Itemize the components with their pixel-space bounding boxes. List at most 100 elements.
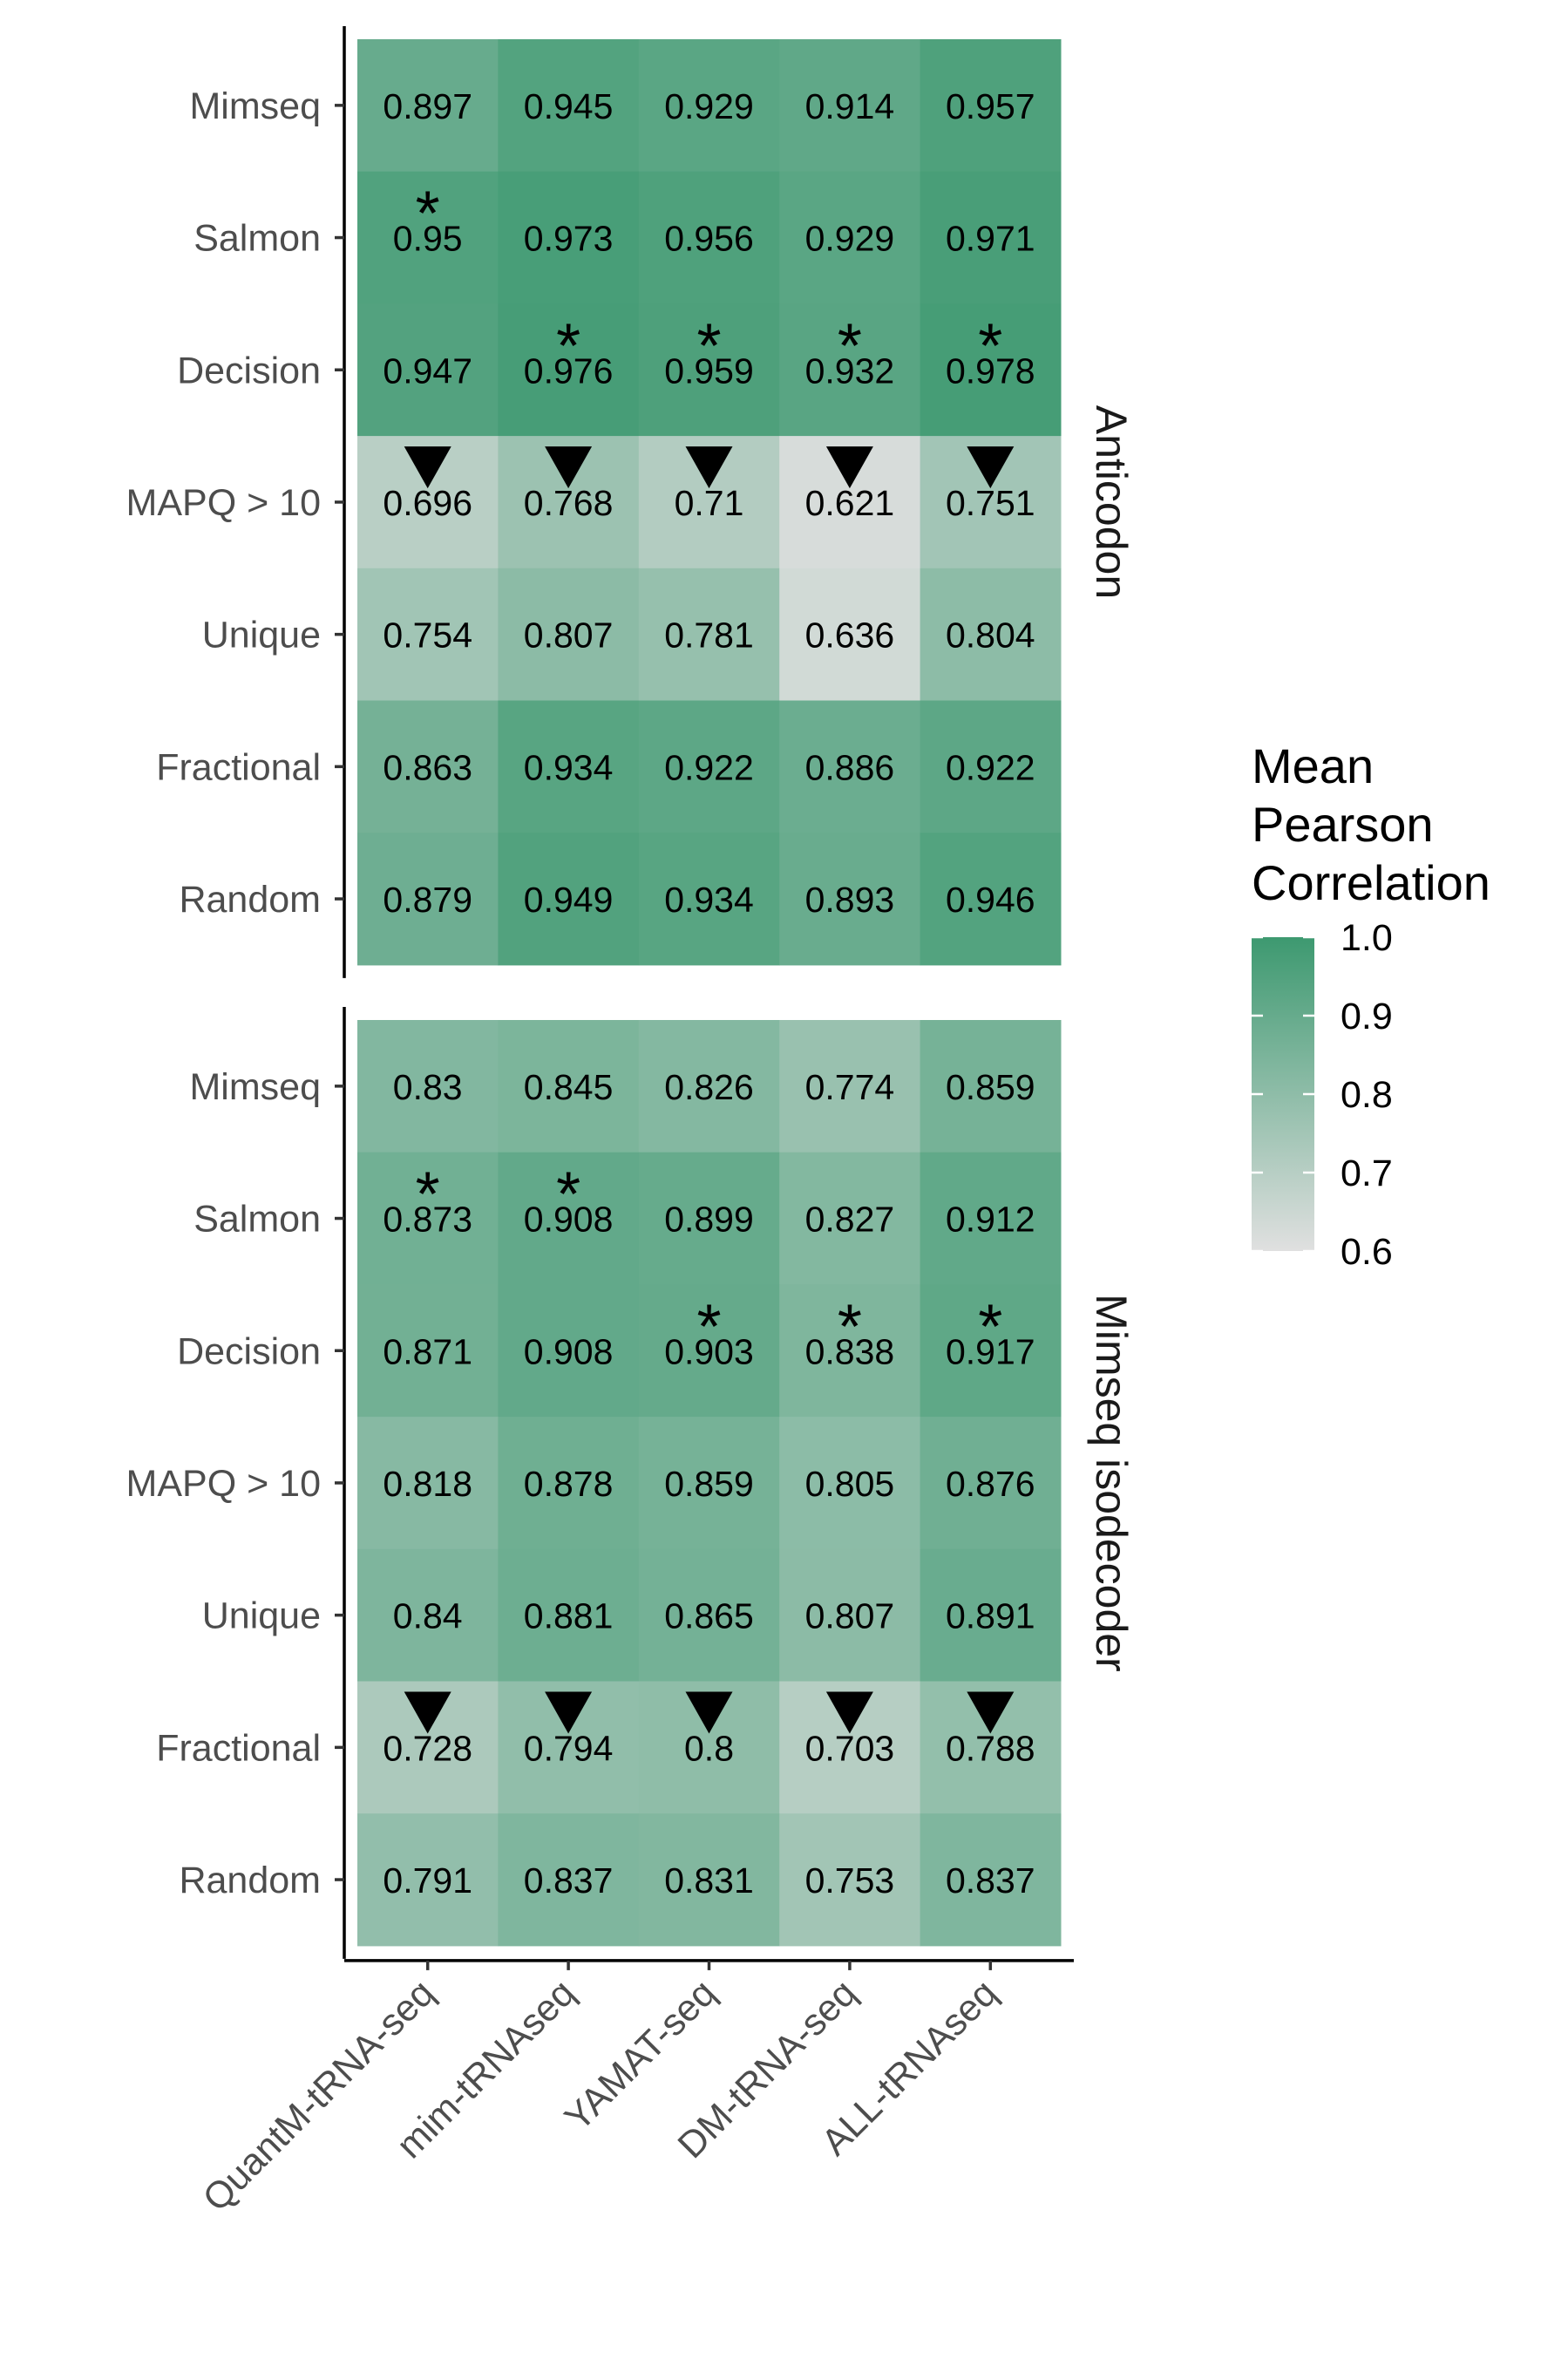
heatmap-cell [498,1548,640,1682]
heatmap-cell [357,700,499,833]
heatmap-cell [638,1813,780,1947]
cell-value-label: 0.879 [383,880,472,920]
down-triangle-marker [825,446,873,489]
cell-value-label: 0.859 [664,1464,754,1504]
x-axis: QuantM-tRNA-seqmim-tRNAseqYAMAT-seqDM-tR… [195,1959,1074,2220]
heatmap-cell [498,1020,640,1153]
heatmap-cell [498,833,640,966]
cell-value-label: 0.956 [664,219,754,259]
cell-value-label: 0.908 [524,1331,614,1371]
heatmap-cell [920,1813,1062,1947]
cell-value-label: 0.71 [675,483,744,523]
cell-value-label: 0.781 [664,615,754,656]
cell-value-label: 0.881 [524,1596,614,1636]
heatmap-cell [498,303,640,437]
y-axis-tick-label: Random [179,879,321,921]
cell-value-label: 0.83 [393,1067,463,1107]
heatmap-cell [357,39,499,173]
y-axis-tick-label: Random [179,1860,321,1901]
heatmap-cell [357,303,499,437]
cell-value-label: 0.838 [805,1331,895,1371]
heatmap-cell [638,303,780,437]
heatmap-cell [357,1813,499,1947]
heatmap-cell [498,171,640,304]
heatmap-cell [920,700,1062,833]
cell-value-label: 0.621 [805,483,895,523]
down-triangle-marker [404,1691,451,1734]
legend-tick-label: 0.6 [1341,1231,1393,1273]
cell-value-label: 0.788 [946,1728,1035,1768]
heatmap-cell [779,303,921,437]
cell-value-label: 0.863 [383,747,472,787]
cell-value-label: 0.805 [805,1464,895,1504]
heatmap-cell [498,1284,640,1418]
down-triangle-marker [545,446,593,489]
cell-value-label: 0.897 [383,86,472,126]
cell-value-label: 0.728 [383,1728,472,1768]
cell-value-label: 0.636 [805,615,895,656]
y-axis-tick-label: MAPQ > 10 [126,482,321,524]
cell-value-label: 0.768 [524,483,614,523]
y-axis-tick-label: Unique [202,615,321,656]
cell-value-label: 0.859 [946,1067,1035,1107]
cell-value-label: 0.886 [805,747,895,787]
cell-value-label: 0.971 [946,219,1035,259]
cell-value-label: 0.95 [393,219,463,259]
heatmap-cell [779,1813,921,1947]
cell-value-label: 0.893 [805,880,895,920]
significance-star-marker: * [838,311,862,381]
cell-value-label: 0.932 [805,350,895,391]
down-triangle-marker [685,1691,733,1734]
down-triangle-marker [685,446,733,489]
heatmap-cell [498,700,640,833]
cell-value-label: 0.922 [946,747,1035,787]
cell-value-label: 0.908 [524,1200,614,1240]
heatmap-cell [357,1020,499,1153]
heatmap-cell [779,833,921,966]
cell-value-label: 0.959 [664,350,754,391]
heatmap-cell [779,1417,921,1550]
cell-value-label: 0.754 [383,615,472,656]
heatmap-cell [920,1417,1062,1550]
cell-value-label: 0.871 [383,1331,472,1371]
heatmap-cell [920,1020,1062,1153]
heatmap-cell [920,833,1062,966]
heatmap-cell [779,171,921,304]
significance-star-marker: * [556,311,580,381]
cell-value-label: 0.878 [524,1464,614,1504]
cell-value-label: 0.946 [946,880,1035,920]
heatmap-cell [920,171,1062,304]
heatmap-cell [920,1548,1062,1682]
x-axis-tick-label: QuantM-tRNA-seq [195,1972,443,2220]
cell-value-label: 0.703 [805,1728,895,1768]
down-triangle-marker [404,446,451,489]
heatmap-cell [779,568,921,701]
down-triangle-marker [825,1691,873,1734]
heatmap-cell [779,700,921,833]
cell-value-label: 0.751 [946,483,1035,523]
y-axis-tick-label: Fractional [156,1727,321,1769]
cell-value-label: 0.973 [524,219,614,259]
heatmap-cell [357,1284,499,1418]
down-triangle-marker [545,1691,593,1734]
cell-value-label: 0.903 [664,1331,754,1371]
y-axis-tick-label: Salmon [193,1199,321,1241]
significance-star-marker: * [696,311,721,381]
heatmap-cell [498,1152,640,1285]
cell-value-label: 0.8 [684,1728,734,1768]
heatmap-cell [638,39,780,173]
heatmap-cell [357,1548,499,1682]
heatmap-cell [638,1020,780,1153]
heatmap-cell [638,1284,780,1418]
legend-title-line: Correlation [1252,855,1490,910]
cell-value-label: 0.917 [946,1331,1035,1371]
y-axis-tick-label: Mimseq [189,1066,321,1108]
cell-value-label: 0.929 [664,86,754,126]
significance-star-marker: * [838,1292,862,1362]
cell-value-label: 0.807 [805,1596,895,1636]
cell-value-label: 0.831 [664,1860,754,1901]
y-axis-tick-label: Fractional [156,746,321,788]
